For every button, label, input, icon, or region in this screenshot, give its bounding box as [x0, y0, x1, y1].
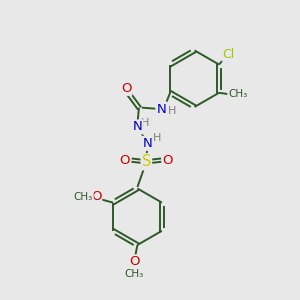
Text: N: N: [133, 121, 142, 134]
Text: O: O: [91, 190, 101, 203]
Text: H: H: [153, 133, 161, 143]
Text: CH₃: CH₃: [125, 269, 144, 279]
Text: CH₃: CH₃: [74, 192, 93, 202]
Text: N: N: [143, 137, 153, 150]
Text: O: O: [121, 82, 131, 95]
Text: CH₃: CH₃: [228, 89, 248, 99]
Text: O: O: [120, 154, 130, 167]
Text: O: O: [163, 154, 173, 167]
Text: O: O: [129, 255, 140, 268]
Text: H: H: [167, 106, 176, 116]
Text: H: H: [141, 118, 149, 128]
Text: S: S: [142, 154, 151, 169]
Text: Cl: Cl: [222, 48, 235, 61]
Text: N: N: [156, 103, 166, 116]
